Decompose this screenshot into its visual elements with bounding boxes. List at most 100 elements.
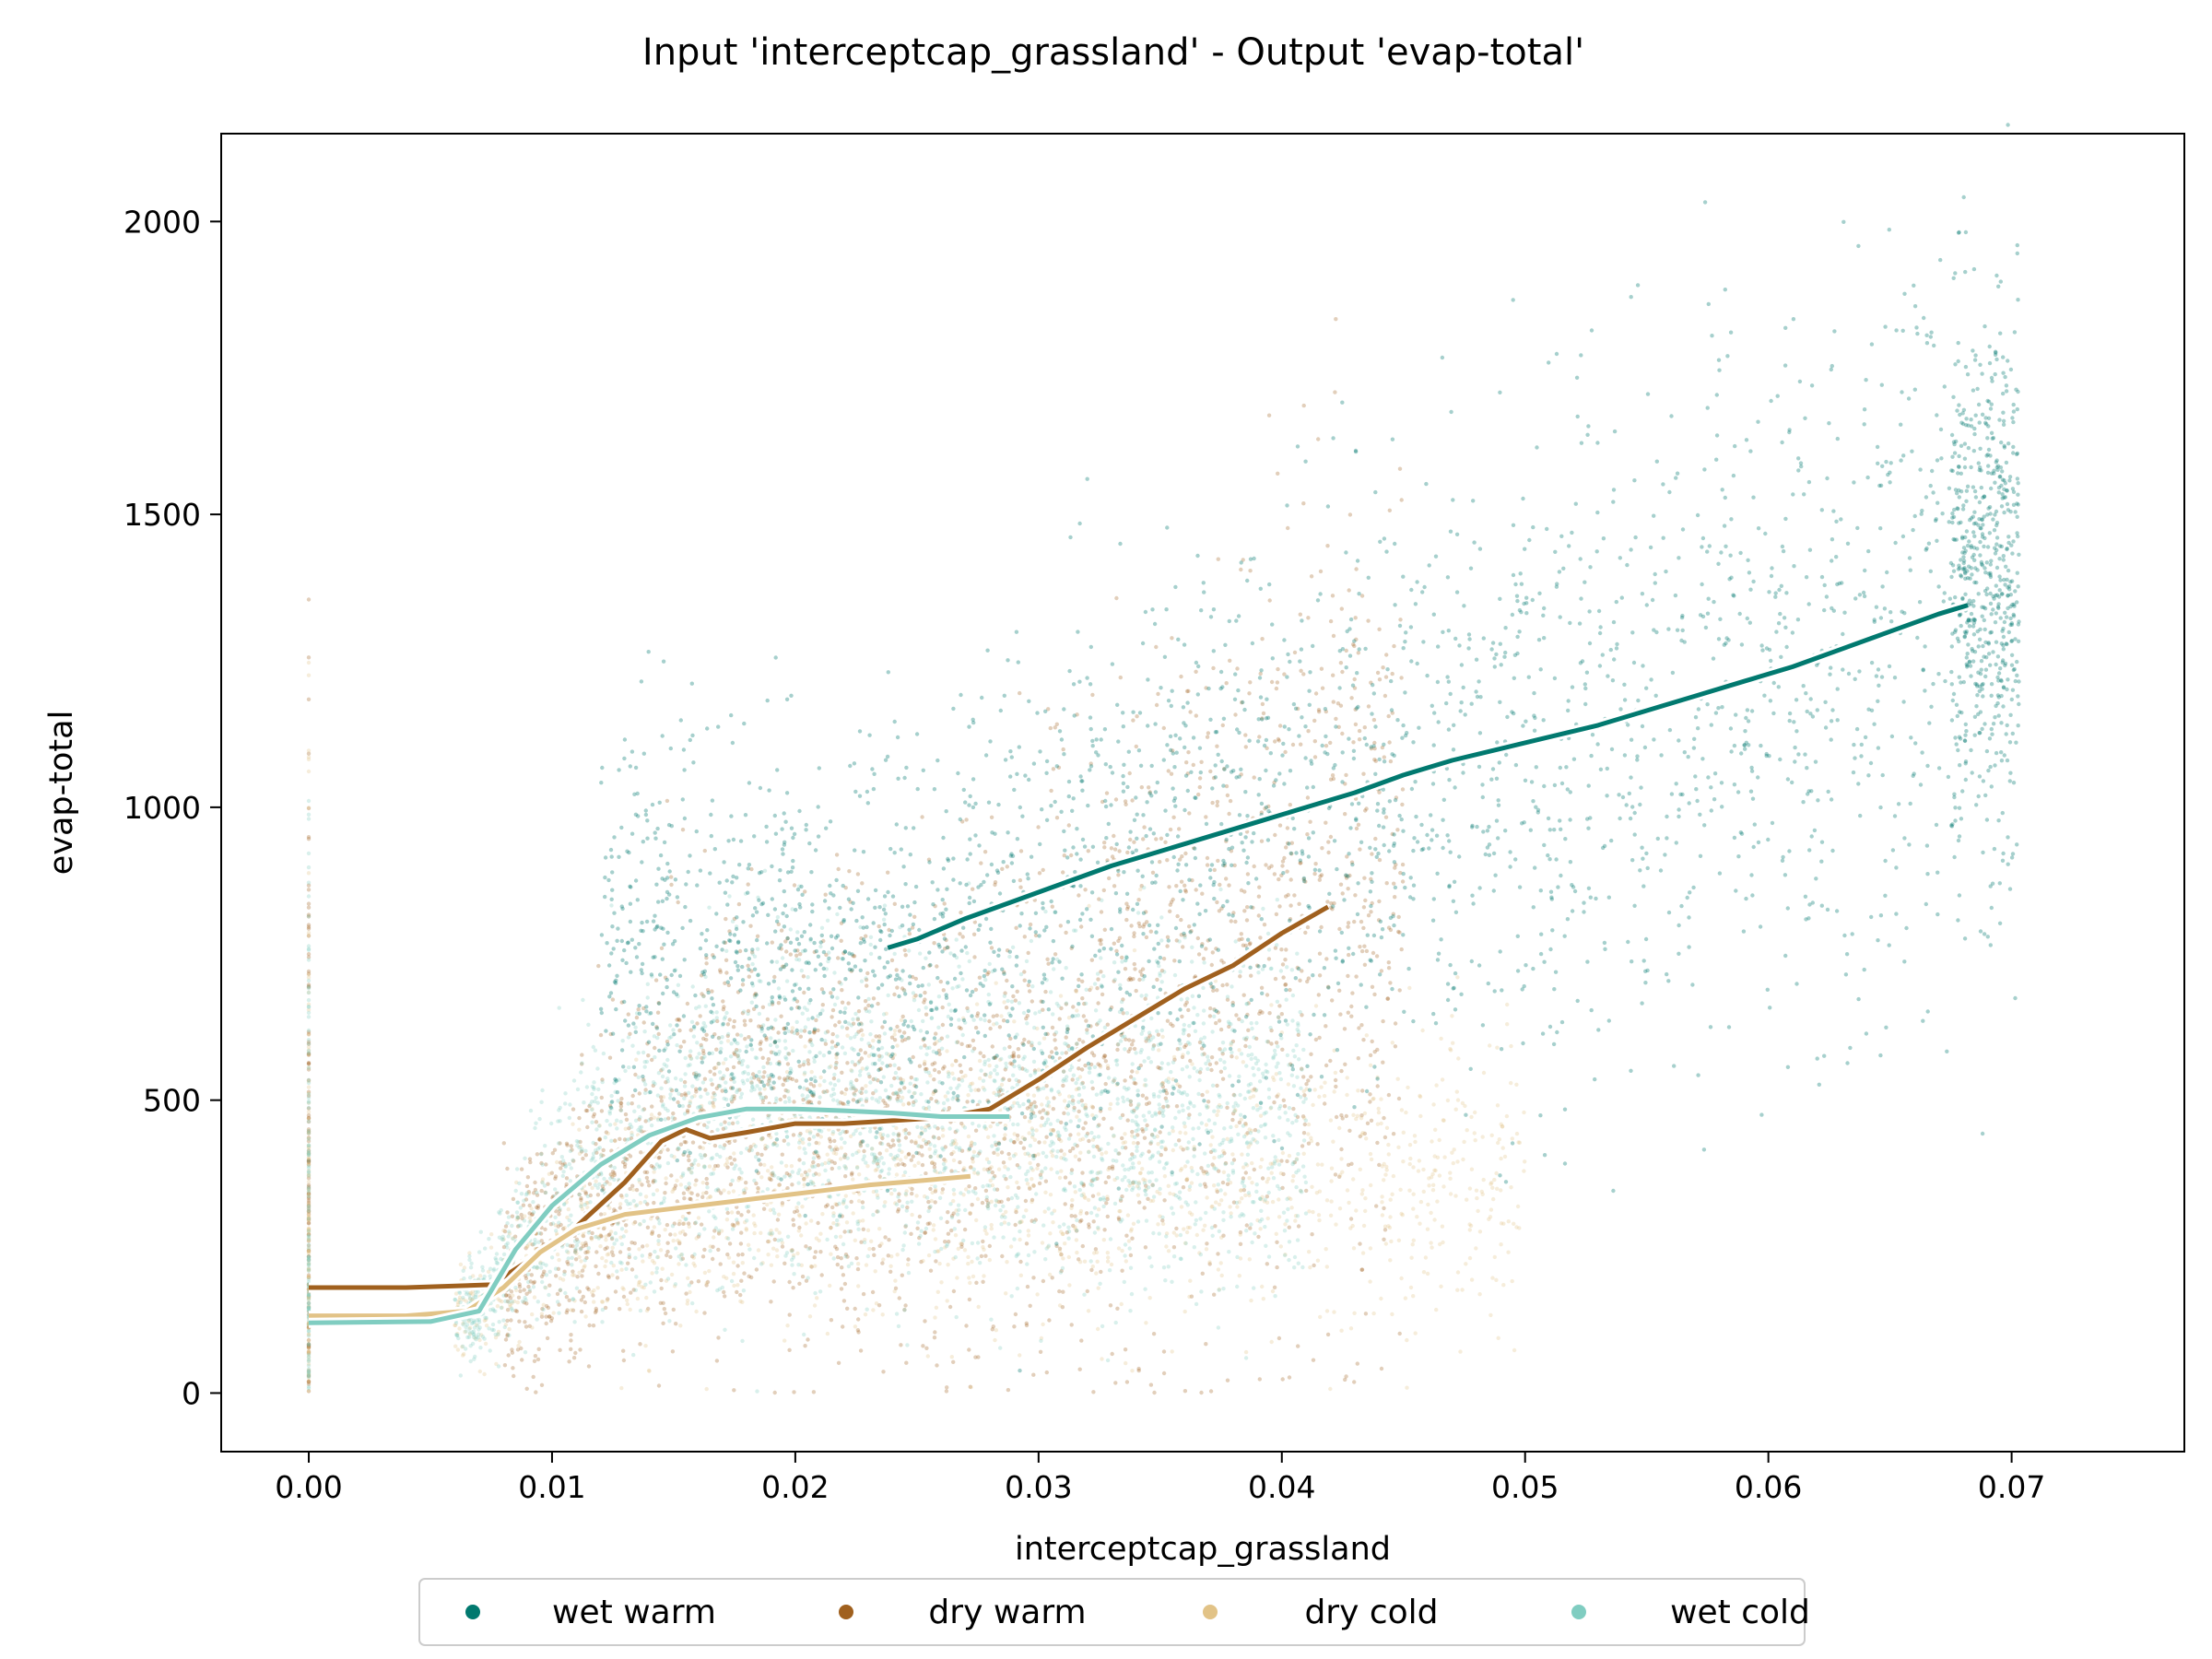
- scatter-point: [1230, 1050, 1234, 1055]
- scatter-point: [934, 1088, 938, 1094]
- scatter-point: [926, 1253, 932, 1258]
- scatter-point: [1033, 1218, 1038, 1222]
- scatter-point: [1359, 948, 1365, 954]
- scatter-point: [1214, 1061, 1219, 1065]
- scatter-point: [903, 953, 908, 958]
- scatter-point: [818, 1075, 823, 1080]
- scatter-point: [627, 1126, 631, 1131]
- scatter-point: [1215, 900, 1219, 905]
- scatter-point: [1141, 837, 1146, 841]
- scatter-point: [853, 1092, 857, 1098]
- scatter-point: [547, 1171, 552, 1177]
- scatter-point: [1277, 1335, 1282, 1341]
- scatter-point: [687, 1224, 691, 1230]
- scatter-point: [625, 1157, 629, 1162]
- scatter-point: [539, 1382, 545, 1388]
- scatter-point: [1432, 1168, 1437, 1173]
- scatter-point: [1106, 1255, 1111, 1260]
- scatter-point: [1044, 1096, 1050, 1100]
- scatter-point: [894, 1163, 899, 1168]
- scatter-point: [663, 1191, 667, 1195]
- scatter-point: [1431, 1102, 1436, 1107]
- scatter-point: [1086, 1309, 1091, 1313]
- scatter-point: [1104, 1201, 1109, 1206]
- scatter-point: [1067, 1283, 1072, 1288]
- scatter-point: [843, 1130, 848, 1135]
- scatter-point: [650, 1231, 654, 1236]
- scatter-point: [1128, 1046, 1133, 1052]
- scatter-point: [1344, 876, 1349, 880]
- scatter-point: [1168, 1191, 1172, 1196]
- scatter-point: [811, 1156, 817, 1160]
- scatter-point: [779, 928, 784, 933]
- scatter-point: [1061, 1289, 1065, 1294]
- scatter-point: [1295, 1114, 1300, 1120]
- scatter-point: [932, 1165, 937, 1170]
- scatter-point: [1058, 924, 1064, 928]
- scatter-point: [900, 1204, 905, 1209]
- scatter-point: [661, 1321, 665, 1326]
- scatter-point: [1077, 1158, 1082, 1162]
- scatter-point: [1453, 1107, 1458, 1112]
- scatter-point: [1049, 1128, 1053, 1133]
- scatter-point: [746, 1209, 751, 1214]
- scatter-point: [1047, 1318, 1052, 1323]
- scatter-point: [1074, 989, 1079, 994]
- scatter-point: [581, 1233, 585, 1238]
- scatter-point: [555, 1291, 560, 1297]
- scatter-point: [1212, 1292, 1217, 1297]
- scatter-point: [795, 1251, 800, 1256]
- scatter-point: [1124, 1259, 1129, 1264]
- scatter-point: [796, 1181, 801, 1185]
- scatter-point: [1167, 885, 1171, 889]
- scatter-point: [856, 1317, 861, 1322]
- scatter-point: [1132, 931, 1136, 935]
- scatter-point: [1218, 1057, 1223, 1063]
- scatter-point: [1204, 815, 1208, 819]
- scatter-point: [1299, 668, 1303, 673]
- scatter-point: [634, 1187, 640, 1193]
- scatter-point: [1050, 904, 1055, 909]
- scatter-point: [1324, 820, 1328, 825]
- scatter-point: [1230, 1000, 1235, 1006]
- scatter-point: [892, 1063, 897, 1067]
- scatter-point: [623, 1162, 628, 1167]
- scatter-point: [787, 1312, 792, 1317]
- scatter-point: [1166, 1062, 1171, 1066]
- scatter-point: [1116, 1216, 1122, 1220]
- scatter-point: [1078, 1260, 1083, 1265]
- scatter-point: [1468, 1223, 1474, 1229]
- scatter-point: [1301, 1088, 1306, 1094]
- scatter-point: [1311, 1209, 1315, 1215]
- scatter-point: [1477, 1230, 1483, 1234]
- scatter-point: [1404, 1110, 1408, 1115]
- scatter-point: [1191, 845, 1196, 851]
- scatter-point: [1224, 839, 1229, 843]
- scatter-point: [1208, 1389, 1214, 1394]
- scatter-point: [1144, 993, 1148, 998]
- scatter-point: [603, 1264, 607, 1269]
- scatter-point: [921, 1038, 925, 1042]
- scatter-point: [1340, 1170, 1345, 1174]
- scatter-point: [1080, 1136, 1086, 1142]
- scatter-point: [890, 1138, 895, 1143]
- scatter-point: [740, 1261, 745, 1265]
- scatter-point: [1392, 881, 1396, 886]
- scatter-point: [974, 1002, 980, 1006]
- scatter-point: [1388, 927, 1394, 933]
- scatter-point: [1121, 1140, 1125, 1146]
- scatter-point: [1304, 1188, 1309, 1194]
- scatter-point: [946, 1263, 950, 1267]
- scatter-point: [1237, 1120, 1242, 1125]
- scatter-point: [778, 1097, 782, 1102]
- scatter-point: [896, 1209, 900, 1214]
- scatter-point: [624, 1229, 629, 1234]
- scatter-point: [1006, 1387, 1011, 1393]
- scatter-point: [1368, 1092, 1372, 1097]
- scatter-point: [643, 1119, 648, 1124]
- scatter-point: [1041, 1007, 1045, 1012]
- scatter-point: [1115, 1101, 1120, 1106]
- scatter-point: [816, 1220, 820, 1226]
- scatter-point: [830, 1007, 836, 1013]
- scatter-point: [1495, 1045, 1500, 1050]
